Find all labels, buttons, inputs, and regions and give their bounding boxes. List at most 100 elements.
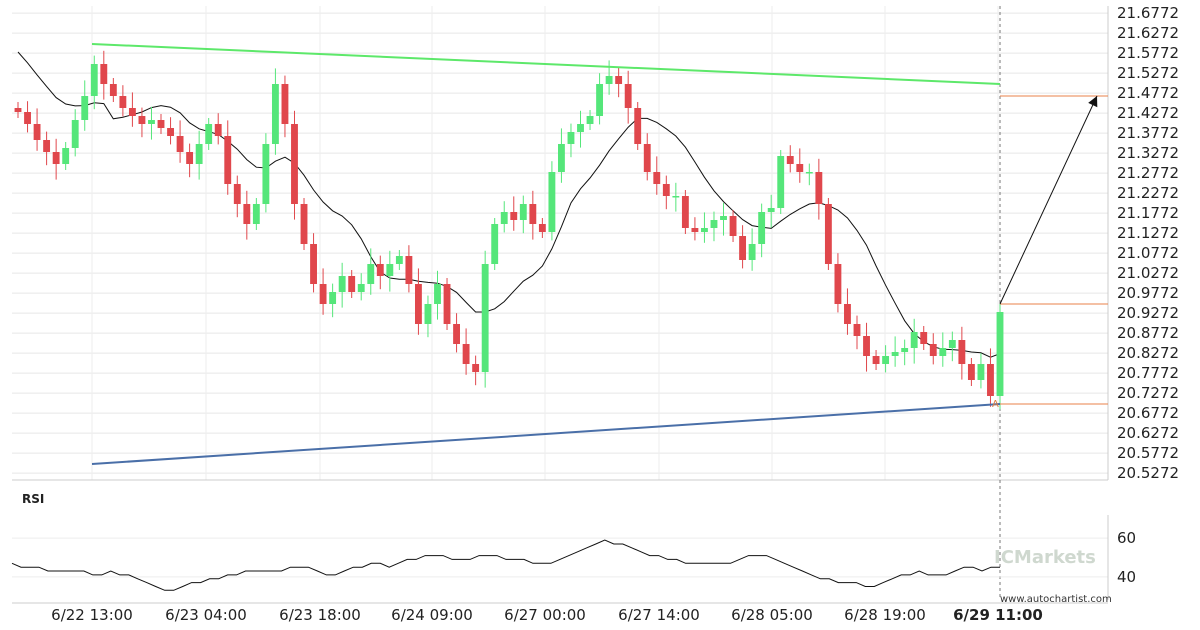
candle-body (729, 216, 737, 236)
candle-body (214, 124, 222, 136)
resistance-line (91, 43, 1001, 85)
candle-body (863, 336, 870, 356)
candle-body (33, 124, 41, 140)
candle-body (805, 172, 813, 174)
projection-arrow-head (1088, 96, 1098, 108)
candle-body (100, 64, 108, 84)
y-tick-label: 21.5272 (1117, 64, 1179, 82)
candle-body (81, 96, 89, 120)
candle-body (291, 124, 298, 204)
y-tick-label: 21.1272 (1117, 224, 1179, 242)
candle-body (634, 108, 642, 144)
candle-body (462, 344, 470, 364)
candle-body (758, 212, 766, 244)
candle-body (252, 204, 260, 224)
candle-body (472, 364, 480, 372)
candle-body (967, 364, 975, 380)
candle-body (662, 184, 670, 196)
candle-body (786, 156, 794, 164)
candle-body (434, 284, 441, 304)
y-tick-label: 21.2772 (1117, 164, 1179, 182)
candle-body (710, 220, 718, 228)
candle-body (958, 340, 966, 364)
rsi-tick-label: 60 (1117, 529, 1136, 547)
y-tick-label: 21.4272 (1117, 104, 1179, 122)
x-tick-label: 6/24 09:00 (391, 606, 473, 624)
candle-body (872, 356, 880, 364)
rsi-panel: 60 40 (11, 515, 1136, 600)
candle-body (491, 224, 499, 264)
x-tick-label: 6/29 11:00 (953, 606, 1043, 624)
candle-body (281, 84, 289, 124)
candle-body (157, 120, 165, 128)
source-url: www.autochartist.com (1000, 594, 1112, 605)
x-axis: 6/22 13:00 6/23 04:00 6/23 18:00 6/24 09:00… (51, 606, 1043, 624)
y-tick-label: 20.7272 (1117, 384, 1179, 402)
candle-body (14, 108, 22, 112)
candle-body (567, 132, 575, 144)
candle-body (538, 224, 546, 232)
candle-body (815, 172, 823, 204)
candle-body (920, 332, 928, 344)
candle-body (138, 116, 146, 124)
candle-body (910, 332, 918, 348)
candle-body (882, 356, 890, 364)
candle-body (519, 204, 527, 220)
candle-body (395, 256, 403, 264)
candle-body (701, 228, 708, 232)
candle-body (71, 120, 79, 148)
y-tick-label: 20.9272 (1117, 304, 1179, 322)
rsi-title: RSI (22, 492, 44, 506)
candle-body (319, 284, 327, 304)
support-line (91, 403, 1001, 465)
candle-body (853, 324, 861, 336)
y-tick-label: 21.3272 (1117, 144, 1179, 162)
candle-body (167, 128, 174, 136)
candle-body (300, 204, 308, 244)
candle-body (681, 196, 689, 228)
candle-body (672, 196, 680, 198)
x-tick-label: 6/28 19:00 (844, 606, 926, 624)
candle-body (739, 236, 747, 260)
candle-body (376, 264, 384, 276)
candle-body (748, 244, 756, 260)
candle-body (977, 364, 985, 380)
candle-body (148, 120, 155, 124)
y-tick-label: 20.6272 (1117, 424, 1179, 442)
x-tick-label: 6/28 05:00 (731, 606, 813, 624)
candle-body (386, 264, 394, 276)
rsi-line (11, 539, 1000, 591)
y-axis: 21.6772 21.6272 21.5772 21.5272 21.4772 21.42… (1117, 4, 1179, 482)
moving-average-line (17, 51, 1001, 358)
candle-body (996, 312, 1004, 396)
candle-body (901, 348, 909, 352)
y-tick-label: 20.5772 (1117, 444, 1179, 462)
y-tick-label: 21.0772 (1117, 244, 1179, 262)
x-tick-label: 6/27 14:00 (618, 606, 700, 624)
candle-body (500, 212, 508, 224)
candle-body (643, 144, 651, 172)
candle-body (205, 124, 213, 144)
x-tick-label: 6/22 13:00 (51, 606, 133, 624)
candle-body (586, 116, 594, 124)
y-tick-label: 21.4772 (1117, 84, 1179, 102)
candle-body (348, 276, 356, 292)
x-tick-label: 6/23 04:00 (165, 606, 247, 624)
candle-body (510, 212, 518, 220)
y-tick-label: 21.1772 (1117, 204, 1179, 222)
candle-body (357, 284, 365, 292)
candle-body (844, 304, 851, 324)
candle-body (891, 352, 899, 356)
candle-body (577, 124, 584, 132)
y-tick-label: 21.3772 (1117, 124, 1179, 142)
candle-body (987, 364, 994, 396)
y-tick-label: 20.5272 (1117, 464, 1179, 482)
candle-body (310, 244, 317, 284)
candle-body (243, 204, 251, 224)
candle-body (720, 216, 727, 220)
candle-body (119, 96, 127, 108)
candle-body (948, 340, 956, 348)
candle-body (224, 136, 232, 184)
y-tick-label: 20.8272 (1117, 344, 1179, 362)
candle-body (414, 284, 422, 324)
